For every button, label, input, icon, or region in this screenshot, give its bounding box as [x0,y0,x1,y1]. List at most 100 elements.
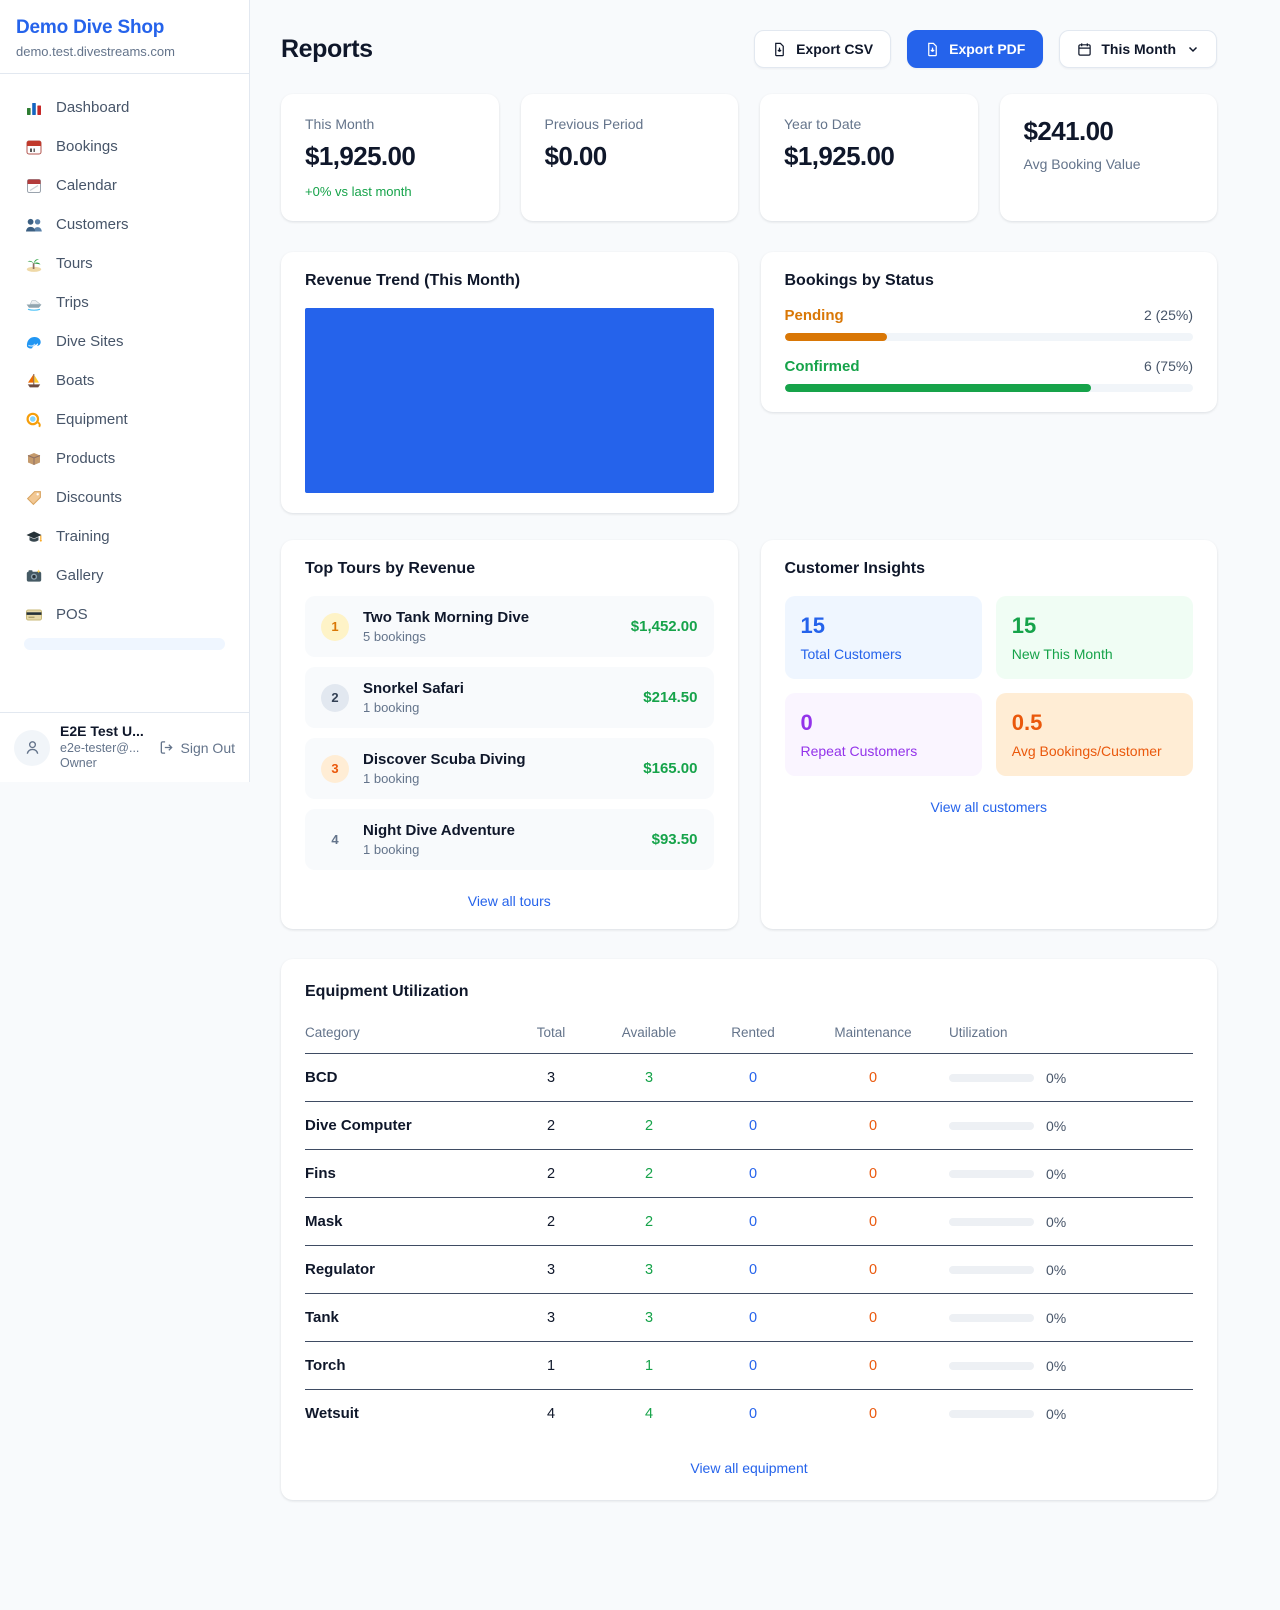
tour-row: 1 Two Tank Morning Dive 5 bookings $1,45… [305,596,714,657]
cell-available: 2 [597,1101,701,1150]
utilization-bar [949,1121,1034,1130]
sign-out-button[interactable]: Sign Out [159,740,235,756]
rank-badge: 2 [321,683,349,712]
column-header: Rented [701,1015,805,1054]
cell-available: 2 [597,1197,701,1246]
sign-out-label: Sign Out [180,739,235,756]
sidebar-item-label: Boats [56,372,95,389]
main-content: Reports Export CSV Export PDF This Month… [250,0,1280,1560]
sidebar-item-dive-sites[interactable]: Dive Sites [12,322,237,361]
sidebar-item-reports-active[interactable] [24,638,225,650]
view-all-equipment-link[interactable]: View all equipment [690,1460,808,1476]
tour-revenue: $93.50 [651,831,698,848]
tile-new-this-month: 15 New This Month [995,596,1193,679]
table-row: BCD 3 3 0 0 0% [305,1053,1193,1102]
cell-maintenance: 0 [805,1197,941,1246]
customer-insights-card: Customer Insights 15 Total Customers 15 … [760,540,1217,929]
progress-fill [784,384,1091,392]
sidebar-item-trips[interactable]: Trips [12,283,237,322]
sidebar-item-label: Bookings [56,138,118,155]
equipment-icon [24,410,43,429]
view-all-tours-link[interactable]: View all tours [467,893,551,909]
tile-label: Avg Bookings/Customer [1011,743,1162,759]
page-header: Reports Export CSV Export PDF This Month [281,30,1217,68]
utilization-percent: 0% [1046,1213,1067,1230]
table-row: Fins 2 2 0 0 0% [305,1149,1193,1198]
sidebar-item-calendar[interactable]: Calendar [12,166,237,205]
stat-label: This Month [305,116,375,132]
sidebar-item-boats[interactable]: Boats [12,361,237,400]
tour-revenue: $1,452.00 [630,618,698,635]
revenue-trend-chart [305,308,714,493]
file-download-icon [775,42,784,56]
sidebar-item-products[interactable]: Products [12,439,237,478]
sidebar-item-customers[interactable]: Customers [12,205,237,244]
page-title: Reports [281,34,373,63]
tile-value: 15 [1011,613,1037,638]
stat-cards: This Month $1,925.00 +0% vs last month P… [281,94,1217,221]
cell-available: 2 [597,1149,701,1198]
tile-label: Repeat Customers [800,743,918,759]
view-all-customers-link[interactable]: View all customers [930,799,1047,815]
stat-value: $0.00 [544,141,608,171]
brand-name: Demo Dive Shop [16,17,165,38]
utilization-percent: 0% [1046,1069,1067,1086]
tile-repeat-customers: 0 Repeat Customers [784,693,982,776]
utilization-percent: 0% [1046,1261,1067,1278]
insights-row: Top Tours by Revenue 1 Two Tank Morning … [281,540,1217,929]
sidebar-item-bookings[interactable]: Bookings [12,127,237,166]
sidebar-item-label: Gallery [56,567,104,584]
cell-maintenance: 0 [805,1053,941,1102]
sidebar-item-dashboard[interactable]: Dashboard [12,88,237,127]
cell-available: 4 [644,1405,654,1422]
sidebar-item-discounts[interactable]: Discounts [12,478,237,517]
status-label: Pending [784,307,844,324]
cell-maintenance: 0 [805,1101,941,1150]
cell-category: Fins [305,1149,505,1198]
tile-value: 0.5 [1011,710,1043,735]
tile-label: New This Month [1011,646,1113,662]
dive-sites-icon [24,332,43,351]
utilization-bar [949,1409,1034,1418]
progress-track [784,333,1193,341]
export-csv-button[interactable]: Export CSV [754,30,892,68]
insight-tiles: 15 Total Customers 15 New This Month 0 R… [784,596,1193,776]
cell-maintenance: 0 [868,1405,878,1422]
customer-insights-title: Customer Insights [784,560,925,577]
sidebar-item-label: Dashboard [56,99,130,116]
cell-total: 3 [505,1053,597,1102]
sidebar-item-training[interactable]: Training [12,517,237,556]
utilization-bar [949,1169,1034,1178]
equipment-utilization-title: Equipment Utilization [305,983,469,1000]
rank-badge: 3 [321,754,349,783]
tile-avg-bookings: 0.5 Avg Bookings/Customer [995,693,1193,776]
chevron-down-icon [1187,43,1199,55]
stat-value: $1,925.00 [784,141,895,171]
cell-maintenance: 0 [805,1245,941,1294]
tour-bookings: 1 booking [363,842,420,857]
column-header: Available [597,1015,701,1054]
top-tours-title: Top Tours by Revenue [305,560,476,577]
sidebar-item-equipment[interactable]: Equipment [12,400,237,439]
period-label: This Month [1101,41,1176,57]
cell-rented: 0 [701,1053,805,1102]
export-pdf-label: Export PDF [949,41,1026,57]
utilization-bar [949,1073,1034,1082]
sidebar-item-tours[interactable]: Tours [12,244,237,283]
stat-label: Previous Period [544,116,644,132]
sidebar-item-gallery[interactable]: Gallery [12,556,237,595]
tour-name: Discover Scuba Diving [363,751,526,768]
table-row: Dive Computer 2 2 0 0 0% [305,1101,1193,1150]
products-icon [24,449,43,468]
export-pdf-button[interactable]: Export PDF [907,30,1044,68]
charts-row: Revenue Trend (This Month) Bookings by S… [281,252,1217,513]
cell-category: BCD [305,1053,505,1102]
stat-value: $241.00 [1023,116,1114,146]
status-value: 6 (75%) [1143,358,1193,374]
utilization-percent: 0% [1046,1165,1067,1182]
sidebar-item-pos[interactable]: POS [12,595,237,634]
period-dropdown[interactable]: This Month [1059,30,1217,68]
column-header: Utilization [941,1015,1193,1054]
column-header: Category [305,1015,505,1054]
tile-total-customers: 15 Total Customers [784,596,982,679]
